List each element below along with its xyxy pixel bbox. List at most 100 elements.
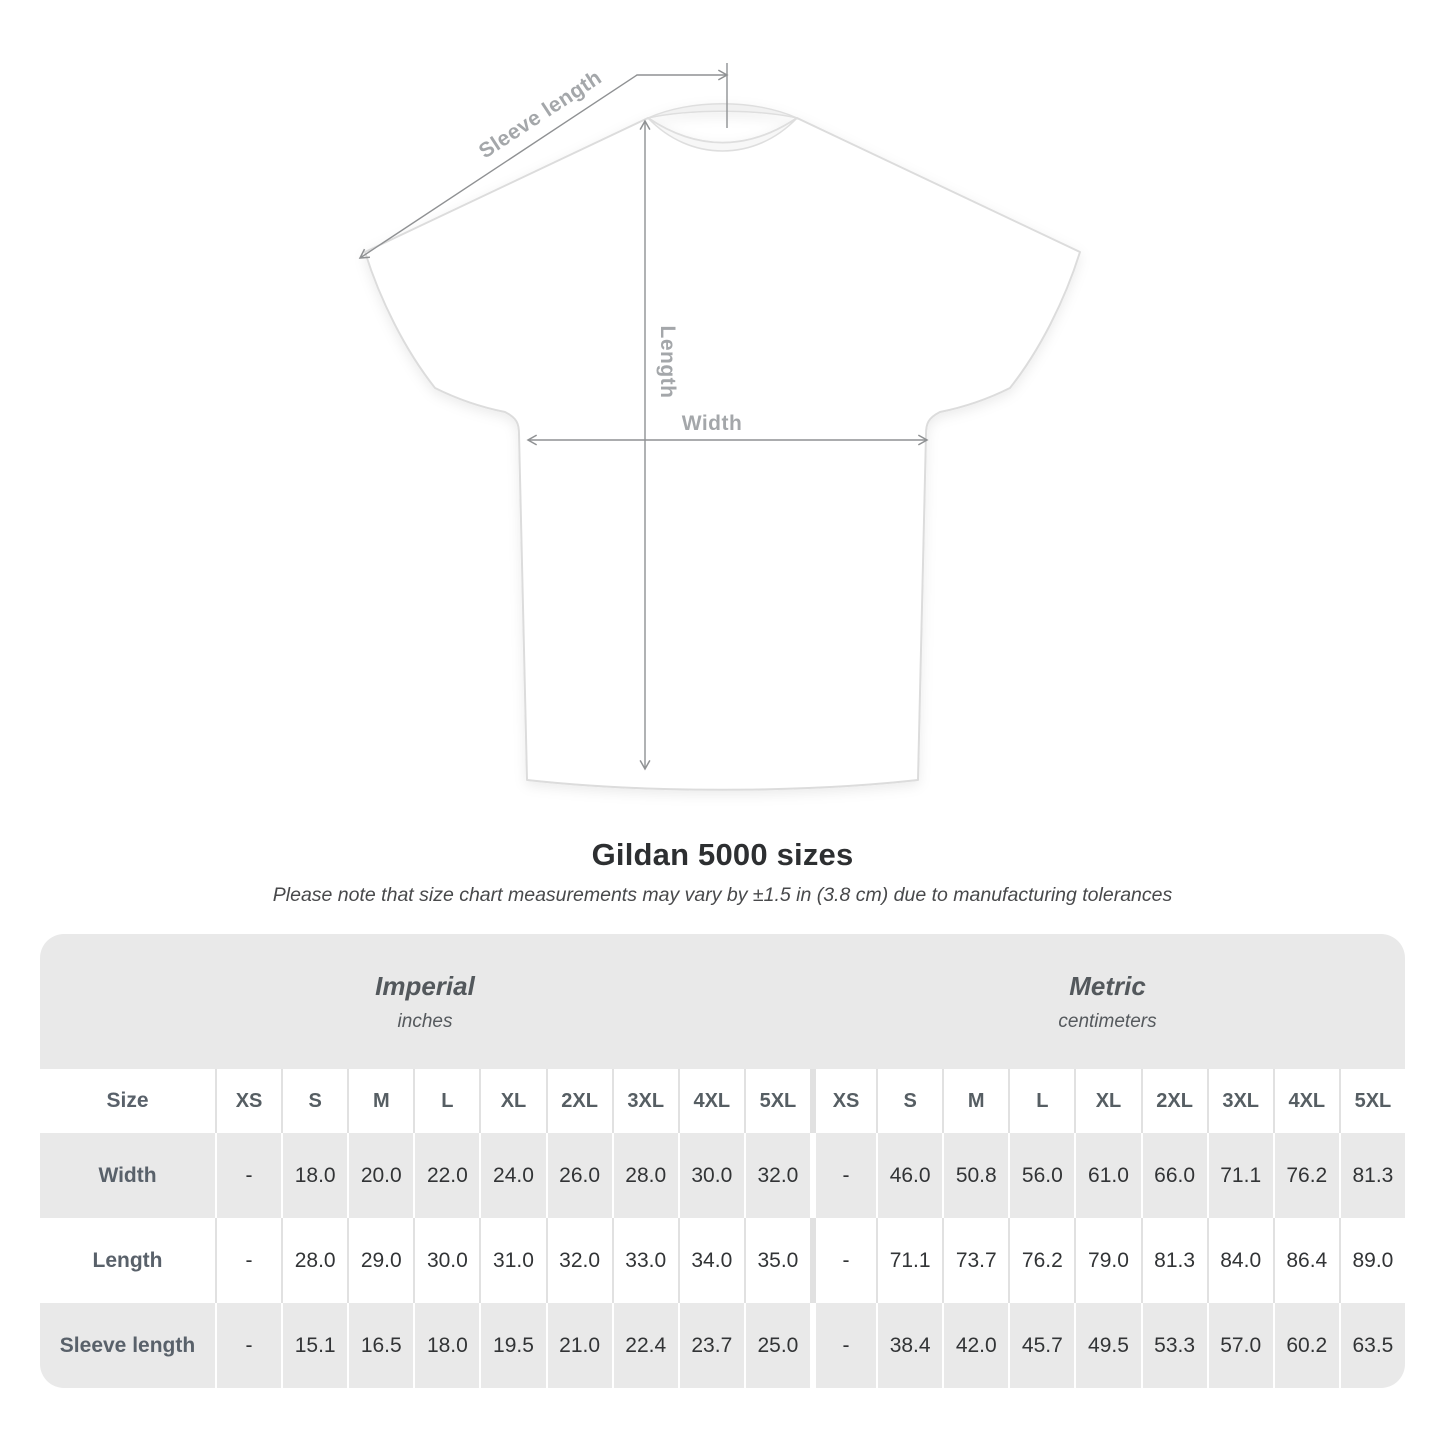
size-header-imperial: XS [215, 1069, 282, 1133]
value-cell: 79.0 [1074, 1218, 1141, 1303]
value-cell: - [809, 1218, 877, 1303]
value-cell: 42.0 [942, 1303, 1009, 1388]
size-chart-page: Sleeve length Length Width Gildan 5000 s… [0, 63, 1445, 1388]
value-cell: 25.0 [743, 1303, 810, 1388]
size-header-row: Size XS S M L XL 2XL 3XL 4XL 5XL XS S M … [40, 1069, 1405, 1133]
value-cell: - [215, 1133, 282, 1218]
measurement-row-width: Width - 18.0 20.0 22.0 24.0 26.0 28.0 30… [40, 1133, 1405, 1218]
width-label: Width [682, 412, 743, 435]
value-cell: 35.0 [743, 1218, 810, 1303]
value-cell: - [809, 1133, 877, 1218]
value-cell: 46.0 [876, 1133, 943, 1218]
value-cell: 28.0 [281, 1218, 348, 1303]
size-header-metric: 5XL [1338, 1069, 1405, 1133]
value-cell: 76.2 [1272, 1133, 1339, 1218]
value-cell: 29.0 [347, 1218, 414, 1303]
tshirt-diagram-canvas: Sleeve length Length Width [358, 63, 1081, 791]
tshirt-outline [364, 117, 1081, 791]
value-cell: 50.8 [942, 1133, 1009, 1218]
value-cell: 89.0 [1338, 1218, 1405, 1303]
size-header-metric: XS [809, 1069, 877, 1133]
heading-block: Gildan 5000 sizes Please note that size … [0, 837, 1445, 907]
size-header-imperial: S [281, 1069, 348, 1133]
value-cell: 71.1 [876, 1218, 943, 1303]
value-cell: - [215, 1218, 282, 1303]
value-cell: 45.7 [1008, 1303, 1075, 1388]
size-header-imperial: L [413, 1069, 480, 1133]
value-cell: 16.5 [347, 1303, 414, 1388]
tolerance-note: Please note that size chart measurements… [272, 884, 1173, 906]
size-header-imperial: 4XL [677, 1069, 744, 1133]
value-cell: 32.0 [743, 1133, 810, 1218]
imperial-group-header: Imperial inches [40, 934, 810, 1069]
value-cell: 34.0 [677, 1218, 744, 1303]
value-cell: 19.5 [479, 1303, 546, 1388]
value-cell: 22.4 [611, 1303, 678, 1388]
size-header-metric: S [876, 1069, 943, 1133]
value-cell: 53.3 [1140, 1303, 1207, 1388]
value-cell: 21.0 [545, 1303, 612, 1388]
row-label: Length [40, 1218, 215, 1303]
value-cell: 18.0 [413, 1303, 480, 1388]
tshirt-measurement-diagram: Sleeve length Length Width [358, 63, 1081, 791]
value-cell: 24.0 [479, 1133, 546, 1218]
size-header-imperial: 2XL [545, 1069, 612, 1133]
value-cell: 56.0 [1008, 1133, 1075, 1218]
value-cell: 15.1 [281, 1303, 348, 1388]
size-header-metric: M [942, 1069, 1009, 1133]
value-cell: 32.0 [545, 1218, 612, 1303]
size-column-header: Size [40, 1069, 215, 1133]
metric-group-unit: centimeters [1058, 1010, 1157, 1032]
unit-group-header-row: Imperial inches Metric centimeters [40, 934, 1405, 1069]
value-cell: 63.5 [1338, 1303, 1405, 1388]
length-label: Length [656, 326, 679, 399]
value-cell: - [809, 1303, 877, 1388]
value-cell: 81.3 [1338, 1133, 1405, 1218]
value-cell: 84.0 [1206, 1218, 1273, 1303]
imperial-group-unit: inches [397, 1010, 453, 1032]
tshirt-illustration [364, 103, 1081, 791]
size-header-metric: L [1008, 1069, 1075, 1133]
measurement-row-sleeve-length: Sleeve length - 15.1 16.5 18.0 19.5 21.0… [40, 1303, 1405, 1388]
row-label: Sleeve length [40, 1303, 215, 1388]
metric-group-header: Metric centimeters [809, 934, 1405, 1069]
value-cell: 38.4 [876, 1303, 943, 1388]
size-header-imperial: 3XL [611, 1069, 678, 1133]
collar-back [647, 103, 798, 119]
value-cell: 23.7 [677, 1303, 744, 1388]
value-cell: 28.0 [611, 1133, 678, 1218]
value-cell: 20.0 [347, 1133, 414, 1218]
value-cell: - [215, 1303, 282, 1388]
sleeve-length-arrow [358, 69, 729, 259]
value-cell: 86.4 [1272, 1218, 1339, 1303]
measurement-row-length: Length - 28.0 29.0 30.0 31.0 32.0 33.0 3… [40, 1218, 1405, 1303]
value-cell: 31.0 [479, 1218, 546, 1303]
value-cell: 26.0 [545, 1133, 612, 1218]
value-cell: 30.0 [413, 1218, 480, 1303]
value-cell: 57.0 [1206, 1303, 1273, 1388]
size-header-imperial: M [347, 1069, 414, 1133]
size-header-imperial: XL [479, 1069, 546, 1133]
value-cell: 71.1 [1206, 1133, 1273, 1218]
value-cell: 76.2 [1008, 1218, 1075, 1303]
size-table-card: Imperial inches Metric centimeters Size … [40, 934, 1405, 1388]
value-cell: 81.3 [1140, 1218, 1207, 1303]
value-cell: 33.0 [611, 1218, 678, 1303]
value-cell: 66.0 [1140, 1133, 1207, 1218]
value-cell: 18.0 [281, 1133, 348, 1218]
value-cell: 22.0 [413, 1133, 480, 1218]
size-header-metric: 4XL [1272, 1069, 1339, 1133]
size-table: Imperial inches Metric centimeters Size … [40, 934, 1405, 1388]
value-cell: 49.5 [1074, 1303, 1141, 1388]
size-header-imperial: 5XL [743, 1069, 810, 1133]
size-header-metric: 2XL [1140, 1069, 1207, 1133]
value-cell: 73.7 [942, 1218, 1009, 1303]
size-header-metric: XL [1074, 1069, 1141, 1133]
value-cell: 30.0 [677, 1133, 744, 1218]
metric-group-title: Metric [1069, 970, 1146, 1001]
row-label: Width [40, 1133, 215, 1218]
value-cell: 61.0 [1074, 1133, 1141, 1218]
size-header-metric: 3XL [1206, 1069, 1273, 1133]
page-title: Gildan 5000 sizes [591, 837, 854, 872]
value-cell: 60.2 [1272, 1303, 1339, 1388]
